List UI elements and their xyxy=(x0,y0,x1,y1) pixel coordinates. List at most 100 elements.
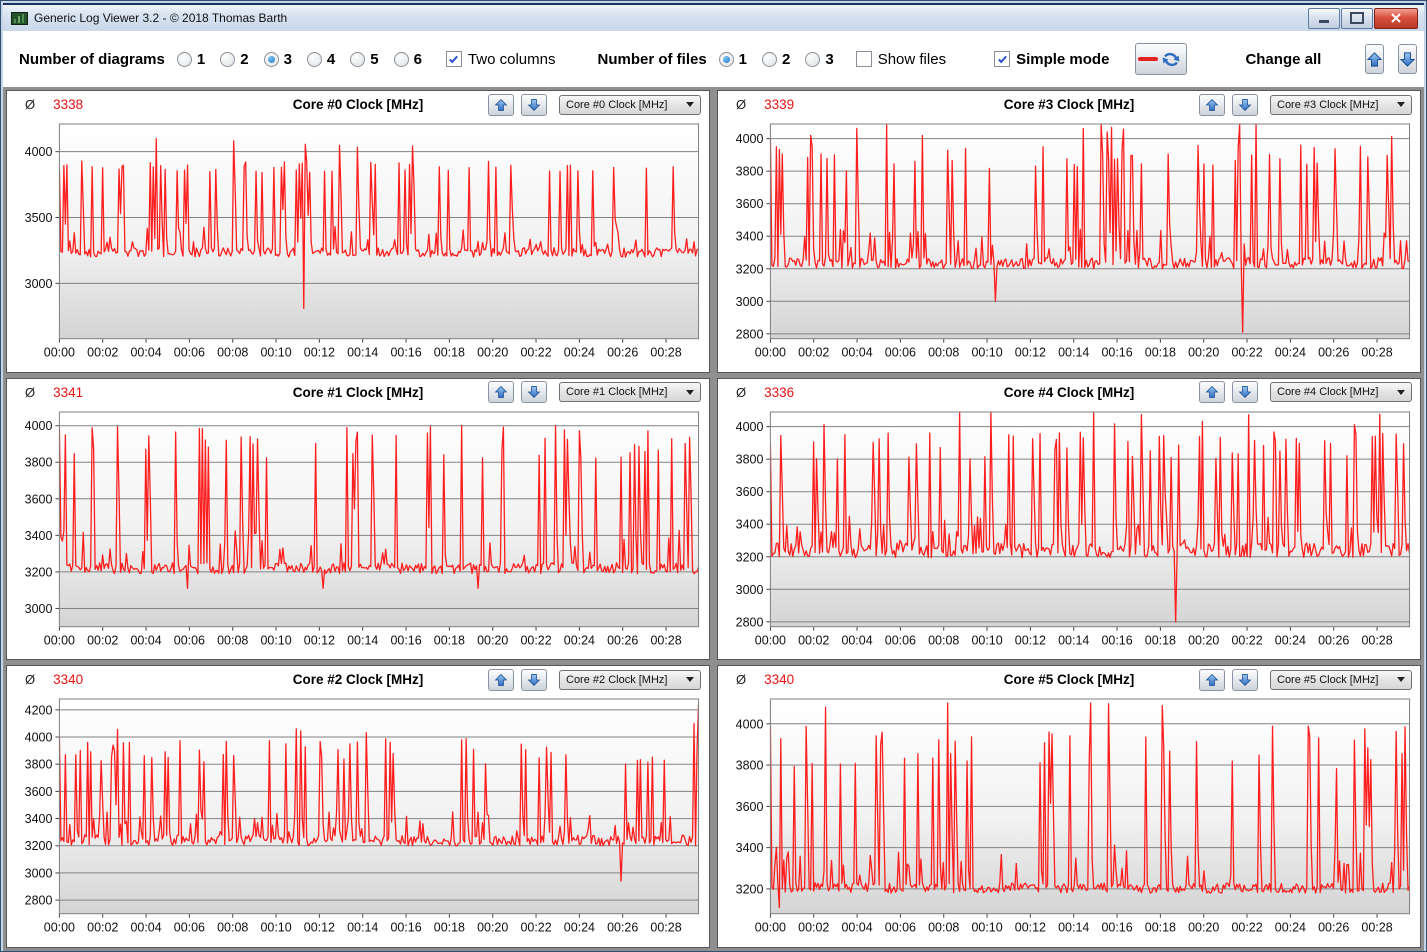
close-button[interactable] xyxy=(1374,7,1418,29)
x-tick-label: 00:24 xyxy=(564,921,595,935)
change-all-down-button[interactable] xyxy=(1398,44,1418,74)
x-tick-label: 00:06 xyxy=(885,633,916,647)
show-files-checkbox[interactable]: Show files xyxy=(855,51,946,68)
line-style-refresh-button[interactable] xyxy=(1135,43,1188,75)
panel-move-up-button[interactable] xyxy=(488,668,514,691)
maximize-button[interactable] xyxy=(1341,7,1373,29)
radio-label: 3 xyxy=(825,50,834,68)
y-tick-label: 3600 xyxy=(736,197,764,211)
x-tick-label: 00:10 xyxy=(971,633,1002,647)
diagram-count-option-5[interactable]: 5 xyxy=(350,51,379,68)
y-tick-label: 3800 xyxy=(736,452,764,466)
metric-dropdown[interactable]: Core #4 Clock [MHz] xyxy=(1270,382,1412,403)
panel-move-down-button[interactable] xyxy=(1232,381,1258,404)
chart-panel: Ø 3341 Core #1 Clock [MHz] Core #1 Clock… xyxy=(6,377,710,661)
panel-move-down-button[interactable] xyxy=(521,668,547,691)
x-tick-label: 00:00 xyxy=(755,921,786,935)
panel-move-down-button[interactable] xyxy=(521,381,547,404)
x-tick-label: 00:02 xyxy=(87,921,118,935)
x-tick-label: 00:04 xyxy=(841,346,872,360)
x-tick-label: 00:10 xyxy=(260,346,291,360)
panel-move-up-button[interactable] xyxy=(488,381,514,404)
down-arrow-icon xyxy=(527,98,541,111)
chart-panel: Ø 3338 Core #0 Clock [MHz] Core #0 Clock… xyxy=(6,90,710,373)
title-bar: Generic Log Viewer 3.2 - © 2018 Thomas B… xyxy=(3,3,1424,31)
chevron-down-icon xyxy=(686,389,694,395)
x-tick-label: 00:06 xyxy=(885,921,916,935)
x-tick-label: 00:12 xyxy=(304,921,335,935)
panel-title: Core #0 Clock [MHz] xyxy=(292,97,424,112)
average-symbol: Ø xyxy=(25,97,36,112)
chart-panel: Ø 3336 Core #4 Clock [MHz] Core #4 Clock… xyxy=(717,377,1421,661)
x-tick-label: 00:18 xyxy=(1145,633,1176,647)
panel-title: Core #3 Clock [MHz] xyxy=(1003,97,1135,112)
change-all-up-button[interactable] xyxy=(1365,44,1385,74)
x-tick-label: 00:28 xyxy=(650,346,681,360)
down-arrow-icon xyxy=(1400,51,1416,67)
average-symbol: Ø xyxy=(736,97,747,112)
x-tick-label: 00:08 xyxy=(928,633,959,647)
file-count-option-2[interactable]: 2 xyxy=(762,51,790,68)
panel-move-down-button[interactable] xyxy=(1232,668,1258,691)
maximize-icon xyxy=(1350,12,1364,24)
y-tick-label: 3400 xyxy=(25,812,53,826)
x-tick-label: 00:26 xyxy=(607,346,638,360)
file-count-option-1[interactable]: 1 xyxy=(718,50,748,68)
simple-mode-checkbox[interactable]: Simple mode xyxy=(994,51,1109,68)
panel-move-down-button[interactable] xyxy=(521,93,547,116)
two-columns-label: Two columns xyxy=(467,50,556,68)
x-tick-label: 00:28 xyxy=(650,921,681,935)
panel-header: Ø 3338 Core #0 Clock [MHz] Core #0 Clock… xyxy=(7,91,709,118)
panel-move-down-button[interactable] xyxy=(1232,93,1258,116)
plot-background xyxy=(770,411,1410,627)
x-tick-label: 00:00 xyxy=(44,921,75,935)
diagram-count-option-4[interactable]: 4 xyxy=(306,51,335,68)
panel-move-up-button[interactable] xyxy=(488,93,514,116)
legend-refresh-icon xyxy=(1138,52,1180,67)
y-tick-label: 3400 xyxy=(736,517,764,531)
minimize-button[interactable] xyxy=(1308,7,1340,29)
x-tick-label: 00:06 xyxy=(174,346,205,360)
y-tick-label: 4000 xyxy=(25,145,53,159)
x-tick-label: 00:02 xyxy=(798,921,829,935)
file-count-option-3[interactable]: 3 xyxy=(805,50,834,68)
average-value: 3340 xyxy=(53,672,84,688)
panel-move-up-button[interactable] xyxy=(1199,668,1225,691)
x-tick-label: 00:26 xyxy=(1318,346,1349,360)
metric-dropdown[interactable]: Core #5 Clock [MHz] xyxy=(1270,669,1412,690)
metric-dropdown[interactable]: Core #1 Clock [MHz] xyxy=(559,382,701,403)
number-of-files-label: Number of files xyxy=(597,50,707,68)
metric-dropdown[interactable]: Core #2 Clock [MHz] xyxy=(559,669,701,690)
x-tick-label: 00:12 xyxy=(304,346,335,360)
x-tick-label: 00:04 xyxy=(130,633,161,647)
panel-header: Ø 3339 Core #3 Clock [MHz] Core #3 Clock… xyxy=(718,91,1420,118)
panel-move-up-button[interactable] xyxy=(1199,381,1225,404)
diagram-count-option-3[interactable]: 3 xyxy=(263,51,292,68)
x-tick-label: 00:22 xyxy=(1231,346,1262,360)
diagram-count-option-1[interactable]: 1 xyxy=(176,51,205,68)
plot-border xyxy=(58,698,700,915)
simple-mode-checkbox-box xyxy=(994,51,1011,67)
x-tick-label: 00:18 xyxy=(434,633,465,647)
radio-label: 1 xyxy=(738,50,748,68)
y-tick-label: 3200 xyxy=(736,883,764,897)
series-line xyxy=(770,123,1410,333)
x-tick-label: 00:24 xyxy=(564,633,595,647)
x-tick-label: 00:12 xyxy=(1015,921,1046,935)
x-tick-label: 00:20 xyxy=(1188,921,1219,935)
panel-move-up-button[interactable] xyxy=(1199,93,1225,116)
two-columns-checkbox[interactable]: Two columns xyxy=(445,50,556,68)
y-tick-label: 3400 xyxy=(736,841,764,855)
x-tick-label: 00:26 xyxy=(607,633,638,647)
x-tick-label: 00:00 xyxy=(755,633,786,647)
x-tick-label: 00:22 xyxy=(520,346,551,360)
x-tick-label: 00:22 xyxy=(520,921,551,935)
metric-dropdown[interactable]: Core #0 Clock [MHz] xyxy=(559,94,701,115)
radio-icon xyxy=(762,51,778,67)
metric-dropdown[interactable]: Core #3 Clock [MHz] xyxy=(1270,94,1412,115)
diagram-count-option-6[interactable]: 6 xyxy=(393,51,422,68)
x-tick-label: 00:16 xyxy=(390,346,421,360)
diagram-count-option-2[interactable]: 2 xyxy=(220,51,249,68)
x-tick-label: 00:04 xyxy=(841,921,872,935)
x-tick-label: 00:22 xyxy=(1231,921,1262,935)
